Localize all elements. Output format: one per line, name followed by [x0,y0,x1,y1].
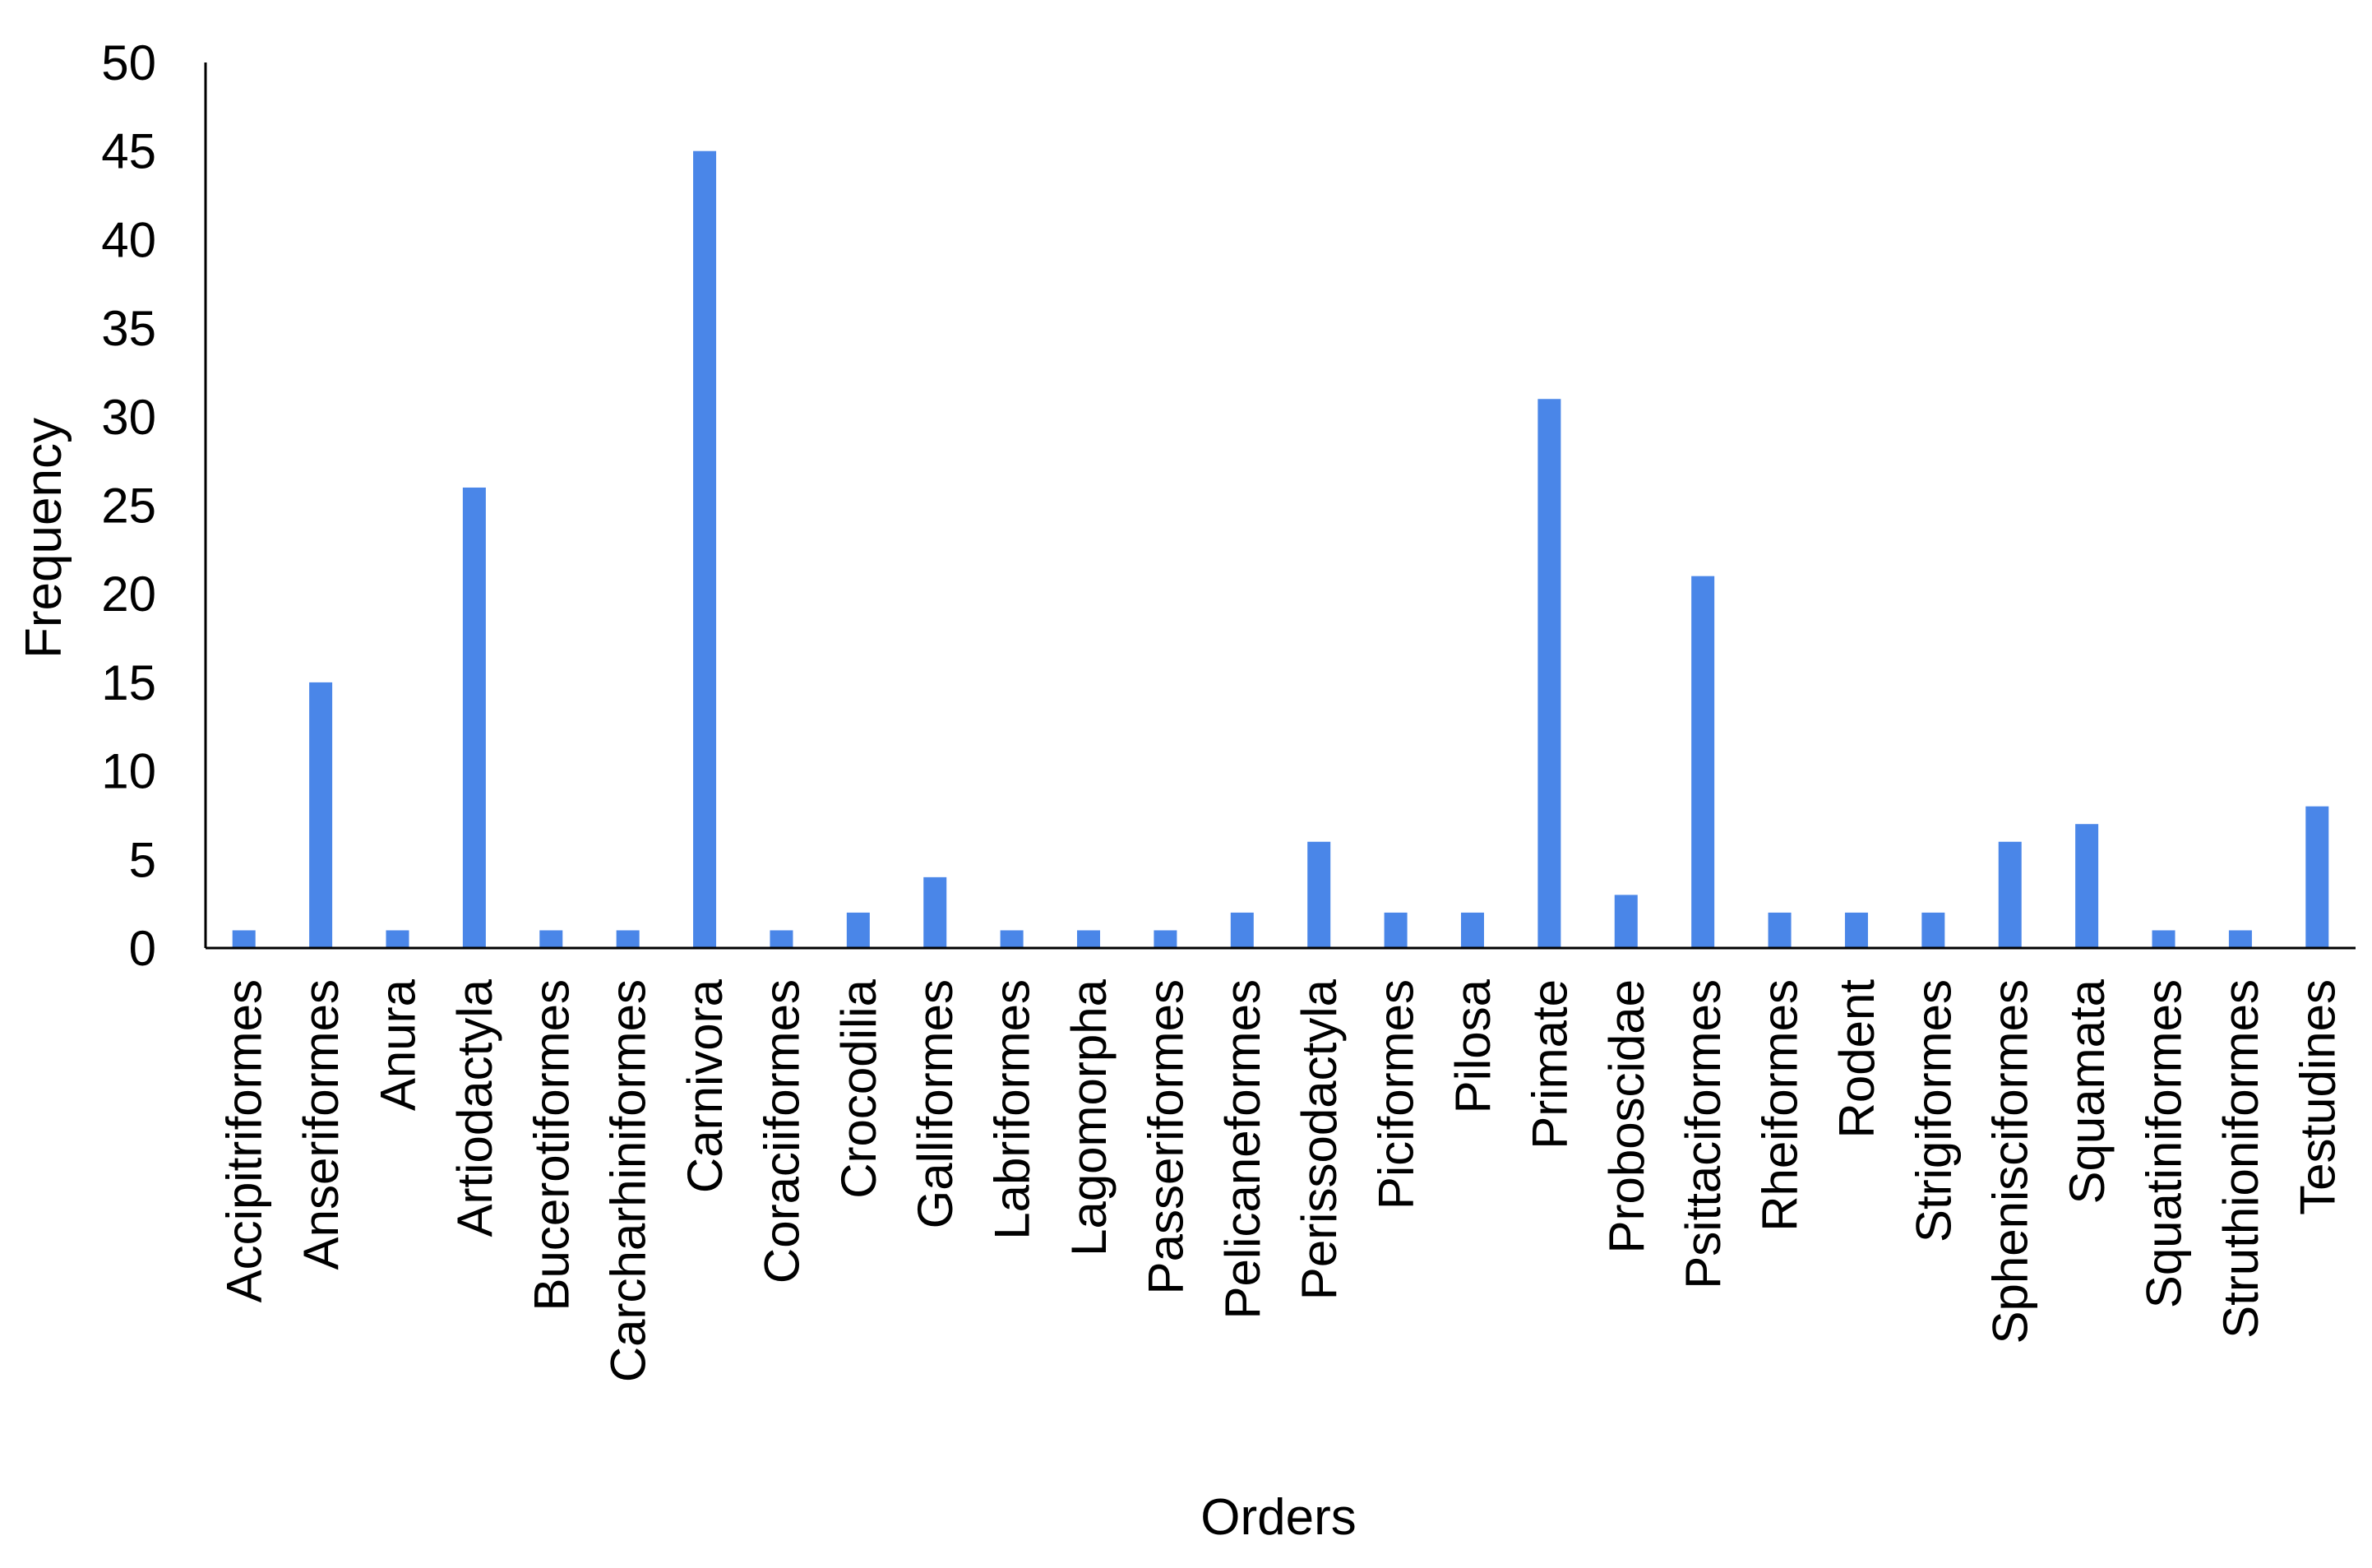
x-tick-label: Artiodactyla [447,978,502,1237]
bar-testudines [2305,806,2329,948]
bar-proboscidae [1614,895,1638,948]
bar-anseriformes [309,682,333,948]
bar-carcharhiniformes [616,930,640,948]
y-tick-label: 40 [101,212,156,267]
y-tick-label: 5 [129,832,156,887]
x-tick-label: Sphenisciformes [1983,979,2038,1344]
x-tick-label: Lagomorpha [1061,978,1117,1256]
y-tick-label: 0 [129,921,156,976]
bar-perissodactyla [1307,841,1331,948]
bar-squamata [2075,824,2099,948]
bar-artiodactyla [462,487,486,948]
x-tick-label: Strigiformes [1906,979,1961,1242]
x-tick-label: Rodent [1829,979,1884,1139]
bars [232,150,2329,948]
y-tick-label: 10 [101,744,156,799]
bar-rheiformes [1768,912,1792,948]
x-tick-label: Pelicaneformes [1215,979,1270,1320]
x-tick-label: Squatiniformes [2137,979,2192,1308]
x-tick-label: Carnivora [677,978,733,1193]
x-tick-label: Bucerotiformes [524,979,579,1311]
x-tick-label: Passeriformes [1138,979,1193,1294]
y-axis-title: Frequency [16,418,72,659]
bar-passeriformes [1154,930,1177,948]
y-tick-label: 25 [101,479,156,534]
bar-primate [1537,399,1561,948]
x-tick-label: Squamata [2060,978,2115,1204]
x-axis-title: Orders [1200,1489,1356,1546]
bar-rodent [1844,912,1868,948]
bar-coraciiformes [770,930,793,948]
bar-pelicaneformes [1230,912,1254,948]
bar-labriformes [1000,930,1024,948]
bar-squatiniformes [2152,930,2175,948]
x-tick-label: Accipitriformes [217,979,272,1302]
x-axis-tick-labels: Accipitriformes Anseriformes Anura Artiodac… [217,978,2346,1382]
x-tick-label: Perissodactyla [1292,978,1347,1300]
bar-crocodilia [846,912,870,948]
bar-psittaciformes [1691,576,1715,948]
bar-strigiformes [1921,912,1945,948]
bar-pilosa [1460,912,1484,948]
bar-bucerotiformes [539,930,563,948]
x-tick-label: Anseriformes [294,979,349,1270]
y-tick-label: 50 [101,35,156,90]
bar-galliformes [923,877,947,948]
x-tick-label: Struthioniformes [2213,979,2268,1339]
bar-struthioniformes [2228,930,2252,948]
x-tick-label: Coraciiformes [754,979,809,1284]
bar-anura [386,930,409,948]
y-tick-label: 30 [101,390,156,445]
y-tick-label: 20 [101,567,156,622]
x-tick-label: Rheiformes [1753,979,1808,1232]
bar-lagomorpha [1077,930,1101,948]
bar-piciformes [1384,912,1408,948]
bar-carnivora [693,150,717,948]
y-tick-label: 35 [101,301,156,356]
x-tick-label: Carcharhiniformes [601,979,656,1382]
bar-sphenisciformes [1998,841,2022,948]
x-tick-label: Pilosa [1445,978,1500,1113]
x-tick-label: Piciformes [1369,979,1424,1210]
x-tick-label: Labriformes [985,979,1040,1240]
y-tick-label: 15 [101,655,156,710]
x-tick-label: Proboscidae [1599,979,1654,1254]
y-axis-ticks: 0 5 10 15 20 25 30 35 40 45 50 [101,35,156,976]
x-tick-label: Galliformes [908,979,963,1228]
x-tick-label: Psittaciformes [1676,979,1731,1289]
bar-accipitriformes [232,930,256,948]
x-tick-label: Anura [370,978,425,1111]
x-tick-label: Primate [1522,979,1577,1149]
x-tick-label: Crocodilia [831,978,886,1198]
x-tick-label: Testudines [2290,979,2345,1215]
y-tick-label: 45 [101,124,156,179]
